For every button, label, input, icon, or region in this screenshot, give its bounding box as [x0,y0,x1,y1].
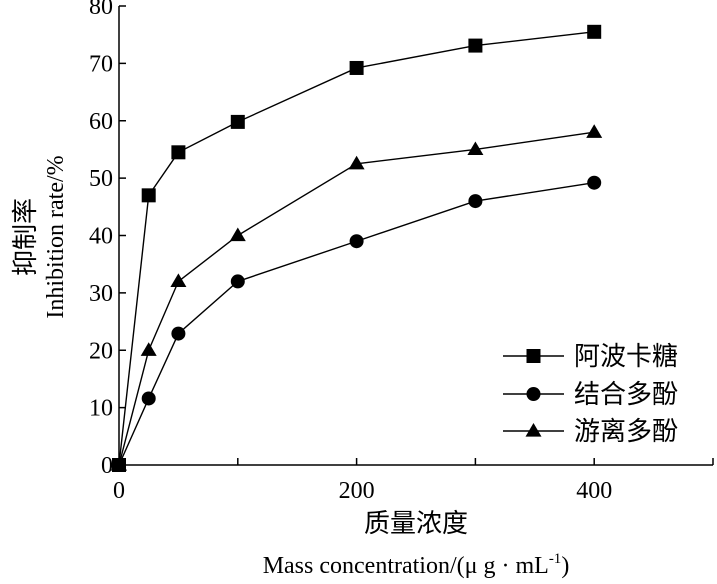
y-tick-label: 30 [89,281,113,307]
y-tick-label: 0 [101,453,113,479]
data-point [349,234,364,249]
axes: 0 10 20 30 40 50 60 70 80 0 200 400 [89,0,714,504]
legend-item: 结合多酚 [503,380,678,409]
legend-item: 游离多酚 [503,417,678,446]
y-tick-label: 10 [89,396,113,422]
axis-titles: 抑制率 Inhibition rate/% 质量浓度 Mass concentr… [11,155,569,579]
data-point [348,155,365,170]
data-point [467,141,484,156]
data-point [349,60,364,75]
legend-label: 结合多酚 [574,380,678,409]
x-axis-title-en: Mass concentration/(μ g · mL-1) [263,551,570,579]
y-tick-label: 80 [89,0,113,20]
series-line [118,131,595,466]
y-axis-title-cn: 抑制率 [11,198,40,276]
data-point [468,194,483,209]
y-tick-label: 60 [89,109,113,135]
x-tick-label: 400 [576,478,612,504]
x-axis-title-en-sup: -1 [549,551,562,567]
data-point [171,326,186,341]
x-axis-title-en-end: ) [561,553,569,579]
data-point [111,457,127,471]
y-tick-label: 40 [89,224,113,250]
series-line [118,31,595,466]
legend-marker [526,349,541,363]
series-line [118,182,595,466]
x-tick-label: 0 [113,478,125,504]
series-2 [112,175,602,472]
data-point [229,227,246,242]
y-axis-title-en: Inhibition rate/% [43,155,69,318]
y-tick-label: 70 [89,51,113,77]
legend-item: 阿波卡糖 [503,342,678,371]
data-point [230,114,245,129]
data-point [140,342,157,356]
data-point [141,188,156,203]
data-point [587,24,602,39]
data-series [111,24,603,472]
legend-label: 阿波卡糖 [574,342,678,371]
data-point [587,175,602,190]
data-point [171,145,186,160]
data-point [468,38,483,53]
legend-marker [526,387,541,401]
series-1 [112,24,602,472]
data-point [230,274,245,289]
x-axis-title-cn: 质量浓度 [364,509,468,538]
data-point [170,273,187,287]
x-tick-label: 200 [339,478,375,504]
data-point [586,124,603,138]
y-tick-label: 50 [89,166,113,192]
y-tick-label: 20 [89,338,113,364]
legend-marker [525,423,542,437]
series-3 [111,124,603,471]
x-axis-title-en-main: Mass concentration/(μ g · mL [263,553,549,579]
data-point [141,391,156,406]
legend-label: 游离多酚 [574,417,678,446]
